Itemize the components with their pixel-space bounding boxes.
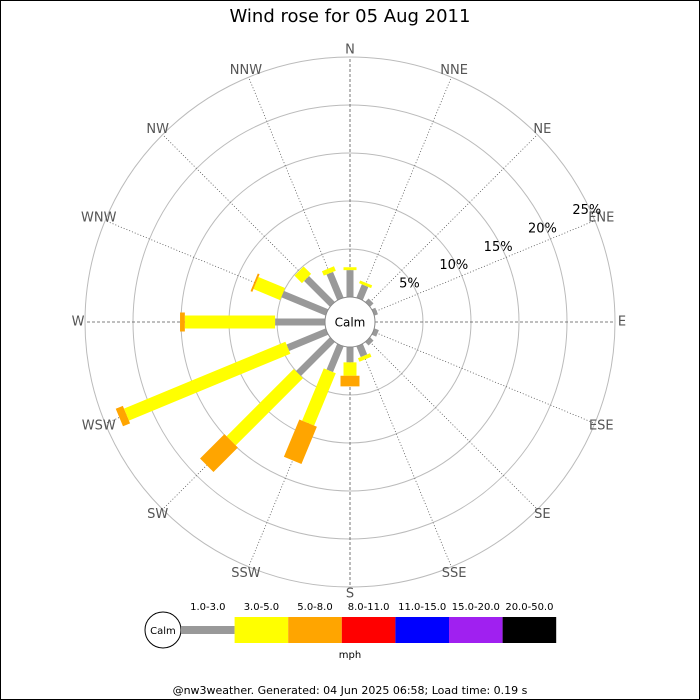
- direction-label: W: [72, 315, 85, 330]
- bar-segment: [371, 328, 379, 337]
- direction-label: WSW: [82, 419, 116, 434]
- direction-label: ENE: [588, 210, 614, 225]
- legend-swatch: [395, 617, 449, 643]
- bar-segment: [294, 266, 312, 284]
- footer: @nw3weather. Generated: 04 Jun 2025 06:5…: [173, 684, 528, 697]
- spoke: [367, 339, 538, 510]
- legend-swatch: [181, 626, 235, 634]
- bar-segment: [295, 337, 335, 377]
- direction-label: SSE: [442, 566, 467, 581]
- spoke: [248, 77, 341, 300]
- direction-label: SW: [147, 507, 168, 522]
- legend-swatch: [234, 617, 289, 643]
- calm-circle: [324, 296, 376, 348]
- bar-segment: [123, 341, 291, 421]
- bar-segment: [371, 307, 378, 316]
- legend-label: 3.0-5.0: [244, 602, 279, 613]
- direction-label: SE: [534, 507, 550, 522]
- legend-label: 1.0-3.0: [190, 602, 225, 613]
- spoke: [359, 344, 452, 567]
- bar-segment: [286, 328, 329, 351]
- spoke: [372, 331, 595, 424]
- legend-swatch: [502, 617, 557, 643]
- bar-segment: [115, 405, 131, 427]
- legend-swatch: [341, 617, 396, 643]
- bar-segment: [281, 290, 329, 316]
- spoke: [367, 134, 538, 305]
- bar-segment: [253, 277, 286, 301]
- direction-label: NNW: [230, 63, 262, 78]
- direction-label: NE: [533, 122, 551, 137]
- r-tick-label: 20%: [528, 221, 557, 236]
- bar-segment: [365, 337, 374, 346]
- r-tick-label: 15%: [484, 240, 513, 255]
- bar-segment: [302, 368, 336, 426]
- legend-swatch: [449, 617, 503, 643]
- bar-segment: [326, 271, 344, 301]
- direction-label: NNE: [440, 63, 468, 78]
- direction-label: NW: [146, 122, 169, 137]
- bar-segment: [356, 343, 368, 358]
- legend-label: 5.0-8.0: [297, 602, 332, 613]
- direction-label: ESE: [589, 419, 614, 434]
- legend-label: 20.0-50.0: [505, 602, 553, 613]
- direction-label: SSW: [231, 566, 261, 581]
- legend-label: 8.0-11.0: [348, 602, 390, 613]
- calm-label: Calm: [335, 316, 366, 330]
- r-tick-label: 25%: [572, 203, 601, 218]
- direction-label: N: [345, 43, 355, 58]
- r-tick-label: 5%: [399, 277, 420, 292]
- legend-label: 11.0-15.0: [398, 602, 446, 613]
- bar-segment: [326, 343, 344, 373]
- spoke: [359, 77, 452, 300]
- legend-swatch: [288, 617, 342, 643]
- direction-label: E: [618, 315, 626, 330]
- bar-segment: [250, 273, 260, 292]
- spoke: [372, 220, 595, 313]
- legend-label: 15.0-20.0: [452, 602, 500, 613]
- bar-segment: [304, 276, 335, 307]
- r-tick-label: 10%: [439, 258, 468, 273]
- bar-segment: [356, 284, 369, 301]
- bar-segment: [359, 280, 373, 289]
- bar-segment: [200, 434, 238, 472]
- legend-calm-label: Calm: [150, 626, 176, 637]
- direction-label: S: [346, 587, 354, 602]
- bar-segment: [357, 353, 372, 362]
- legend-unit: mph: [339, 650, 361, 661]
- bar-segment: [365, 298, 374, 307]
- bar-segment: [226, 369, 303, 446]
- direction-label: WNW: [81, 210, 117, 225]
- chart-title: Wind rose for 05 Aug 2011: [230, 6, 471, 27]
- bar-segment: [283, 419, 317, 465]
- grid-ring: [84, 56, 616, 588]
- bar-segment: [321, 266, 336, 276]
